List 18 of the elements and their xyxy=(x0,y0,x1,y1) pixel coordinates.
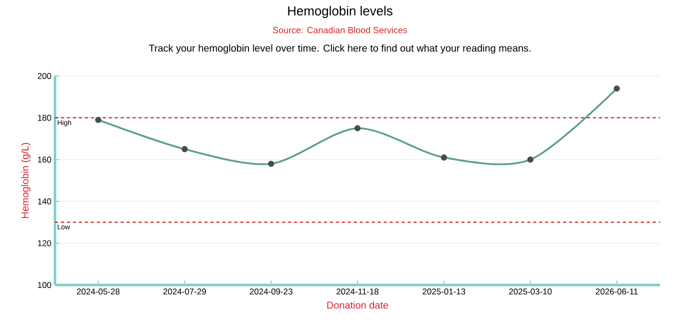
x-tick-label: 2026-06-11 xyxy=(596,288,638,295)
y-tick-label: 120 xyxy=(38,240,52,246)
x-tick-label: 2024-05-28 xyxy=(76,288,120,295)
x-tick-label: 2024-11-18 xyxy=(336,288,378,295)
y-tick-label: 200 xyxy=(38,73,52,79)
y-tick-label: 100 xyxy=(38,282,52,288)
chart-subtitle: Track your hemoglobin level over time. Click here to find out what your reading means. xyxy=(148,44,530,54)
y-tick-label: 180 xyxy=(38,114,52,121)
x-axis-title: Donation date xyxy=(327,301,388,309)
x-tick-label: 2025-03-10 xyxy=(509,288,552,295)
y-axis-title: Hemoglobin (g/L) xyxy=(21,142,31,218)
source-note: Source: Canadian Blood Services xyxy=(272,26,408,34)
y-tick-label: 140 xyxy=(38,198,52,204)
x-tick-label: 2025-01-13 xyxy=(422,288,466,295)
y-tick-label: 160 xyxy=(38,156,52,163)
chart-title: Hemoglobin levels xyxy=(288,6,392,18)
x-tick-label: 2024-09-23 xyxy=(250,288,292,295)
x-tick-label: 2024-07-29 xyxy=(163,288,206,295)
